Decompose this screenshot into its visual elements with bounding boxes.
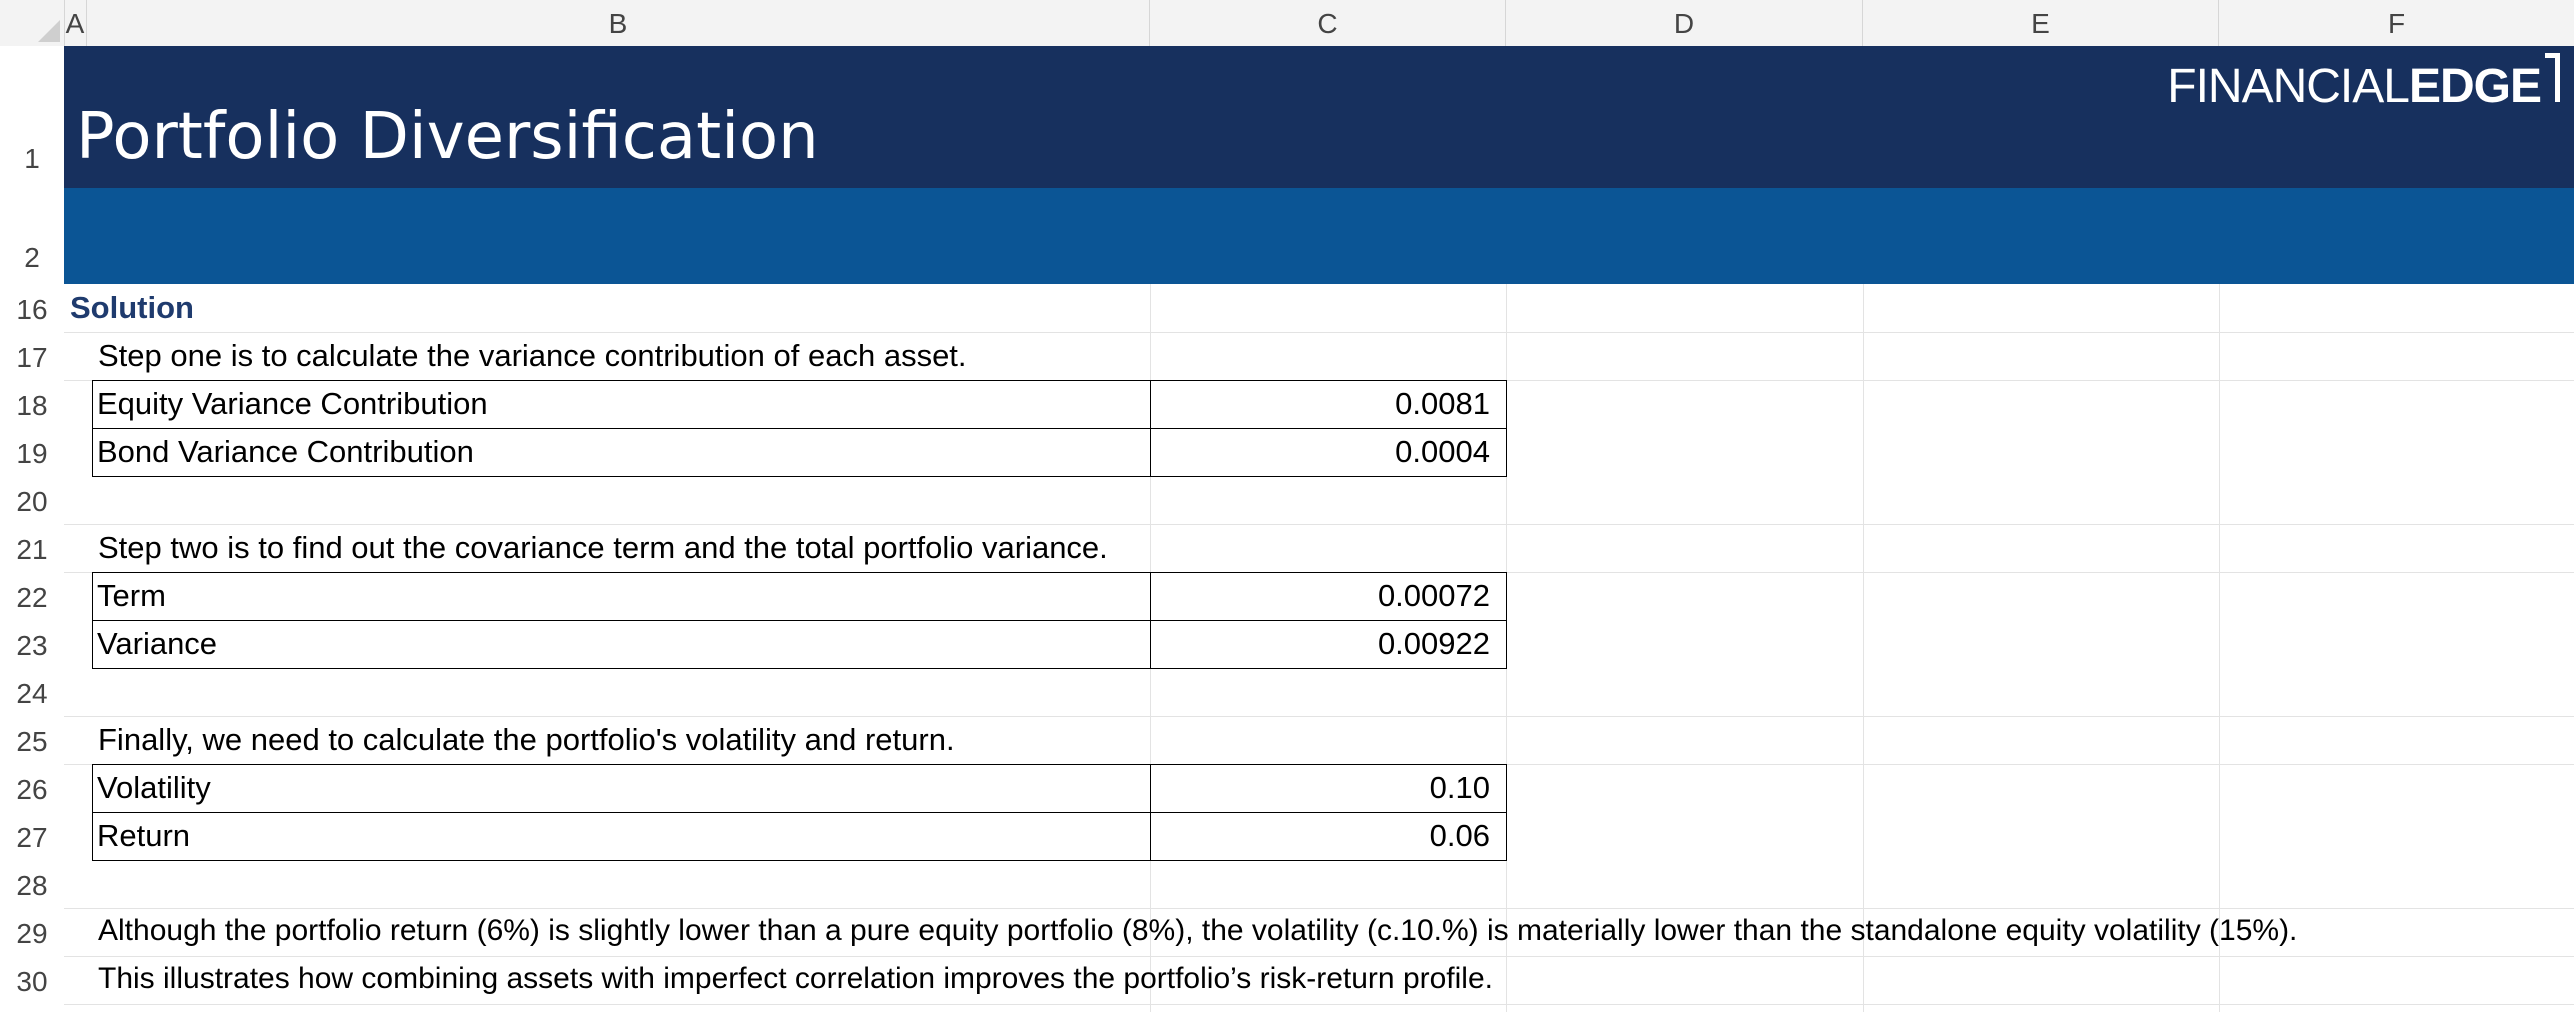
- conclusion-line-2: This illustrates how combining assets wi…: [98, 962, 1493, 995]
- step2-text: Step two is to find out the covariance t…: [98, 530, 1108, 565]
- row-header-20[interactable]: 20: [0, 476, 64, 524]
- solution-heading: Solution: [70, 290, 194, 325]
- gridline: [64, 716, 2574, 717]
- row-header-25[interactable]: 25: [0, 716, 64, 764]
- column-header-e[interactable]: E: [1863, 0, 2219, 46]
- term-label[interactable]: Term: [92, 572, 1151, 621]
- row-header-23[interactable]: 23: [0, 620, 64, 668]
- row-header-24[interactable]: 24: [0, 668, 64, 716]
- return-value[interactable]: 0.06: [1150, 812, 1507, 861]
- row-header-30[interactable]: 30: [0, 956, 64, 1004]
- select-all-triangle-icon: [38, 20, 60, 42]
- equity-variance-label[interactable]: Equity Variance Contribution: [92, 380, 1151, 429]
- row-header-28[interactable]: 28: [0, 860, 64, 908]
- volatility-label[interactable]: Volatility: [92, 764, 1151, 813]
- row-header-21[interactable]: 21: [0, 524, 64, 572]
- conclusion-line-1: Although the portfolio return (6%) is sl…: [98, 914, 2298, 947]
- equity-variance-value[interactable]: 0.0081: [1150, 380, 1507, 429]
- gridline: [64, 908, 2574, 909]
- page-title: Portfolio Diversification: [76, 100, 819, 174]
- column-header-c[interactable]: C: [1150, 0, 1506, 46]
- row-header-18[interactable]: 18: [0, 380, 64, 428]
- column-header-bar: A B C D E F: [0, 0, 2574, 47]
- gridline: [2219, 284, 2220, 1012]
- bond-variance-label[interactable]: Bond Variance Contribution: [92, 428, 1151, 477]
- row-header-26[interactable]: 26: [0, 764, 64, 812]
- step1-text: Step one is to calculate the variance co…: [98, 338, 967, 373]
- title-banner: [64, 46, 2574, 188]
- row-header-1[interactable]: 1: [0, 46, 64, 188]
- gridline: [64, 332, 2574, 333]
- term-value[interactable]: 0.00072: [1150, 572, 1507, 621]
- gridline: [1863, 284, 1864, 1012]
- row-header-27[interactable]: 27: [0, 812, 64, 860]
- financial-edge-logo: FINANCIAL EDGE: [2167, 52, 2560, 114]
- select-all-corner[interactable]: [0, 0, 65, 46]
- logo-thin-text: FINANCIAL: [2167, 60, 2410, 113]
- column-header-b[interactable]: B: [87, 0, 1150, 46]
- step3-text: Finally, we need to calculate the portfo…: [98, 722, 955, 757]
- return-label[interactable]: Return: [92, 812, 1151, 861]
- logo-bold-text: EDGE: [2408, 60, 2542, 113]
- gridline: [64, 956, 2574, 957]
- column-header-d[interactable]: D: [1506, 0, 1863, 46]
- bond-variance-value[interactable]: 0.0004: [1150, 428, 1507, 477]
- row-header-22[interactable]: 22: [0, 572, 64, 620]
- variance-value[interactable]: 0.00922: [1150, 620, 1507, 669]
- row-header-2[interactable]: 2: [0, 188, 64, 284]
- row-header-29[interactable]: 29: [0, 908, 64, 956]
- column-header-f[interactable]: F: [2387, 8, 2406, 39]
- gridline: [64, 1004, 2574, 1005]
- subtitle-banner: [64, 188, 2574, 284]
- volatility-value[interactable]: 0.10: [1150, 764, 1507, 813]
- column-header-a[interactable]: A: [64, 0, 87, 46]
- logo-bracket-icon: [2545, 53, 2560, 102]
- row-header-17[interactable]: 17: [0, 332, 64, 380]
- row-header-19[interactable]: 19: [0, 428, 64, 476]
- variance-label[interactable]: Variance: [92, 620, 1151, 669]
- gridline: [64, 524, 2574, 525]
- row-header-16[interactable]: 16: [0, 284, 64, 332]
